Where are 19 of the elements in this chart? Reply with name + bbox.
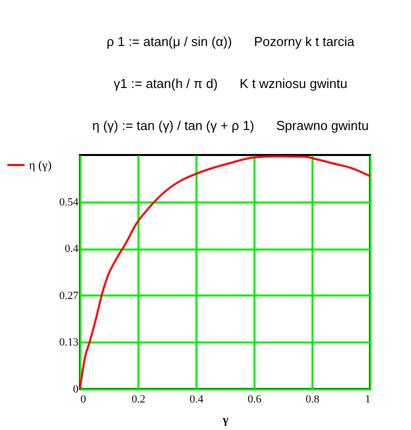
text: γ1 := atan(h / π d) (114, 76, 218, 90)
y-tick-label: 0.54 (59, 196, 79, 208)
y-tick-label: 0 (73, 384, 79, 396)
x-tick-label: 0.8 (306, 394, 320, 406)
text: η (γ) := tan (γ) / tan (γ + ρ 1) (92, 118, 254, 132)
text: Pozorny k t tarcia (254, 34, 354, 48)
y-tick-label: 0.4 (64, 243, 79, 256)
x-axis-title: γ (222, 412, 229, 426)
x-tick-label: 0.2 (132, 394, 146, 406)
y-tick-label: 0.13 (59, 336, 79, 349)
text: K t wzniosu gwintu (240, 76, 348, 90)
text: ρ 1 := atan(μ / sin (α)) (106, 34, 232, 48)
text: Sprawno gwintu (276, 118, 369, 132)
legend-label: η (γ) (29, 158, 52, 172)
y-tick-label: 0.27 (59, 290, 79, 302)
x-tick-label: 1 (365, 394, 370, 406)
x-tick-label: 0.4 (190, 394, 204, 406)
x-tick-label: 0.6 (248, 394, 262, 406)
x-tick-label: 0 (80, 394, 86, 406)
